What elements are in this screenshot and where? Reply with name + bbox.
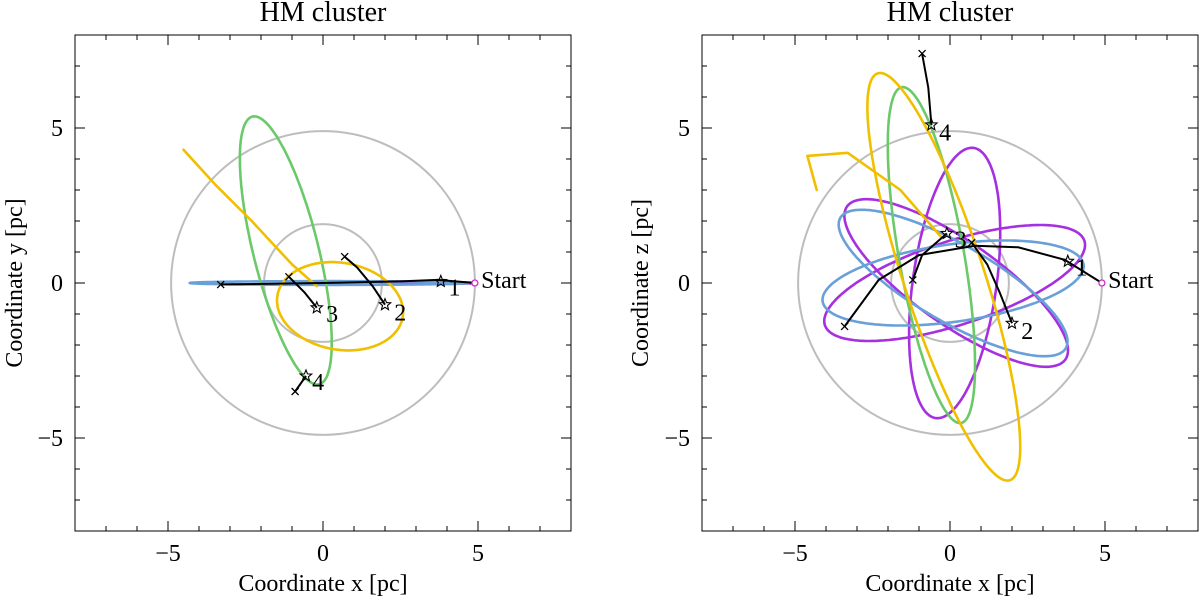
x-axis-label: Coordinate x [pc] (865, 571, 1034, 597)
star-marker (377, 297, 393, 311)
x-marker (216, 280, 225, 289)
star-marker (939, 225, 955, 240)
x-axis-label: Coordinate x [pc] (238, 571, 407, 597)
x-marker (340, 252, 349, 261)
x-marker (967, 238, 976, 247)
x-tick-label: −5 (155, 541, 181, 567)
orbit-yellow (275, 260, 405, 352)
panel-xy: HM cluster Coordinate x [pc] Coordinate … (2, 0, 572, 597)
plot-area: 1 2 3 4 Start −5 0 5 −5 0 5 (664, 34, 1199, 567)
annotation-label: 1 (1076, 256, 1088, 282)
star-marker (309, 300, 324, 314)
y-tick-label: −5 (37, 426, 63, 452)
annotation-label: 3 (955, 228, 967, 254)
orbit-purple (907, 146, 1002, 420)
orbit-purple (822, 223, 1087, 343)
panel-title: HM cluster (887, 0, 1014, 28)
x-marker (908, 275, 917, 284)
plot-area: 1 2 3 4 Start −5 0 5 −5 0 5 (37, 34, 572, 567)
annotation-label: 2 (394, 300, 406, 326)
x-marker (291, 387, 300, 396)
annotation-label: 1 (449, 276, 461, 302)
cluster-track (911, 232, 948, 281)
annotation-label: 4 (312, 370, 324, 396)
x-tick-label: −5 (782, 541, 808, 567)
y-tick-label: −5 (664, 426, 690, 452)
cluster-track (220, 278, 475, 286)
start-marker (471, 279, 479, 287)
x-tick-label: 0 (944, 541, 956, 567)
star-marker (1060, 253, 1075, 268)
orbit-yellow (806, 151, 943, 238)
y-axis-label: Coordinate y [pc] (2, 198, 28, 367)
annotation-label: 4 (939, 121, 951, 147)
y-tick-label: 0 (51, 271, 63, 297)
orbit-blue (837, 208, 1069, 358)
cluster-track (344, 255, 386, 306)
y-tick-label: 5 (678, 116, 690, 142)
star-marker (433, 273, 448, 288)
x-tick-label: 0 (317, 541, 329, 567)
annotation-label: 3 (326, 302, 338, 328)
x-tick-label: 5 (472, 541, 484, 567)
orbit-green (238, 115, 334, 386)
data-layer (797, 49, 1106, 482)
star-marker (1004, 315, 1020, 330)
panel-title: HM cluster (260, 0, 387, 28)
orbit-blue (821, 239, 1085, 327)
cluster-track (288, 276, 318, 309)
star-marker (298, 368, 314, 383)
data-layer (170, 115, 479, 436)
cluster-track (970, 242, 1013, 324)
x-tick-label: 5 (1099, 541, 1111, 567)
x-marker (284, 272, 293, 281)
annotation-label: Start (1108, 268, 1154, 294)
star-marker (924, 117, 939, 132)
orbit-yellow (182, 148, 319, 288)
orbit-yellow (866, 71, 1022, 482)
annotation-label: 2 (1021, 319, 1033, 345)
x-marker (840, 322, 849, 331)
y-axis-label: Coordinate z [pc] (628, 199, 654, 367)
annotation-label: Start (481, 268, 527, 294)
start-marker (1098, 279, 1106, 287)
x-marker (918, 49, 927, 58)
cluster-track (921, 53, 933, 125)
panel-xz: HM cluster Coordinate x [pc] Coordinate … (628, 0, 1199, 597)
y-tick-label: 5 (51, 116, 63, 142)
y-tick-label: 0 (678, 271, 690, 297)
